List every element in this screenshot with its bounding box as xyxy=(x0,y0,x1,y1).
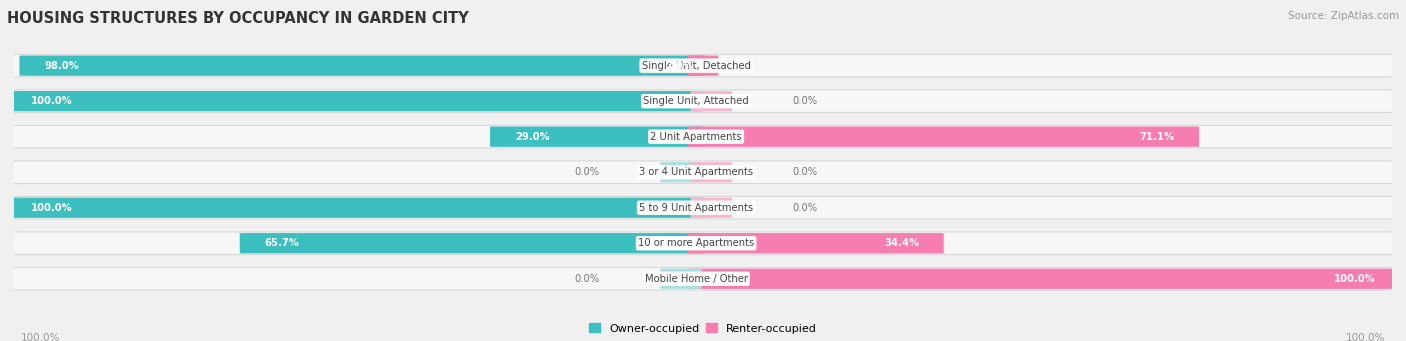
Text: 0.0%: 0.0% xyxy=(793,96,818,106)
Text: 29.0%: 29.0% xyxy=(515,132,550,142)
Text: 3 or 4 Unit Apartments: 3 or 4 Unit Apartments xyxy=(640,167,754,177)
FancyBboxPatch shape xyxy=(10,54,1396,77)
Text: 34.4%: 34.4% xyxy=(884,238,920,248)
Text: 100.0%: 100.0% xyxy=(1346,333,1385,341)
FancyBboxPatch shape xyxy=(688,56,718,76)
FancyBboxPatch shape xyxy=(661,269,702,289)
FancyBboxPatch shape xyxy=(688,269,1393,289)
FancyBboxPatch shape xyxy=(688,127,1199,147)
Legend: Owner-occupied, Renter-occupied: Owner-occupied, Renter-occupied xyxy=(585,319,821,338)
FancyBboxPatch shape xyxy=(491,127,704,147)
Text: 71.1%: 71.1% xyxy=(1139,132,1174,142)
FancyBboxPatch shape xyxy=(690,91,733,111)
Text: Single Unit, Attached: Single Unit, Attached xyxy=(643,96,749,106)
Text: 98.0%: 98.0% xyxy=(44,61,79,71)
FancyBboxPatch shape xyxy=(13,91,704,111)
Text: 5 to 9 Unit Apartments: 5 to 9 Unit Apartments xyxy=(640,203,754,213)
Text: 100.0%: 100.0% xyxy=(31,96,72,106)
FancyBboxPatch shape xyxy=(10,125,1396,148)
Text: 100.0%: 100.0% xyxy=(21,333,60,341)
FancyBboxPatch shape xyxy=(10,232,1396,254)
FancyBboxPatch shape xyxy=(690,162,733,182)
Text: Mobile Home / Other: Mobile Home / Other xyxy=(644,274,748,284)
FancyBboxPatch shape xyxy=(661,162,702,182)
FancyBboxPatch shape xyxy=(10,267,1396,290)
Text: 100.0%: 100.0% xyxy=(31,203,72,213)
Text: 2.0%: 2.0% xyxy=(666,61,693,71)
FancyBboxPatch shape xyxy=(690,198,733,218)
FancyBboxPatch shape xyxy=(10,196,1396,219)
Text: 0.0%: 0.0% xyxy=(793,167,818,177)
FancyBboxPatch shape xyxy=(240,233,704,253)
Text: 65.7%: 65.7% xyxy=(264,238,299,248)
Text: 0.0%: 0.0% xyxy=(793,203,818,213)
Text: 10 or more Apartments: 10 or more Apartments xyxy=(638,238,754,248)
Text: Single Unit, Detached: Single Unit, Detached xyxy=(641,61,751,71)
FancyBboxPatch shape xyxy=(10,90,1396,113)
FancyBboxPatch shape xyxy=(20,56,704,76)
Text: 2 Unit Apartments: 2 Unit Apartments xyxy=(651,132,742,142)
FancyBboxPatch shape xyxy=(688,233,943,253)
FancyBboxPatch shape xyxy=(10,161,1396,183)
Text: HOUSING STRUCTURES BY OCCUPANCY IN GARDEN CITY: HOUSING STRUCTURES BY OCCUPANCY IN GARDE… xyxy=(7,11,470,26)
Text: 100.0%: 100.0% xyxy=(1334,274,1375,284)
Text: Source: ZipAtlas.com: Source: ZipAtlas.com xyxy=(1288,11,1399,21)
Text: 0.0%: 0.0% xyxy=(575,274,599,284)
FancyBboxPatch shape xyxy=(13,197,704,218)
Text: 0.0%: 0.0% xyxy=(575,167,599,177)
